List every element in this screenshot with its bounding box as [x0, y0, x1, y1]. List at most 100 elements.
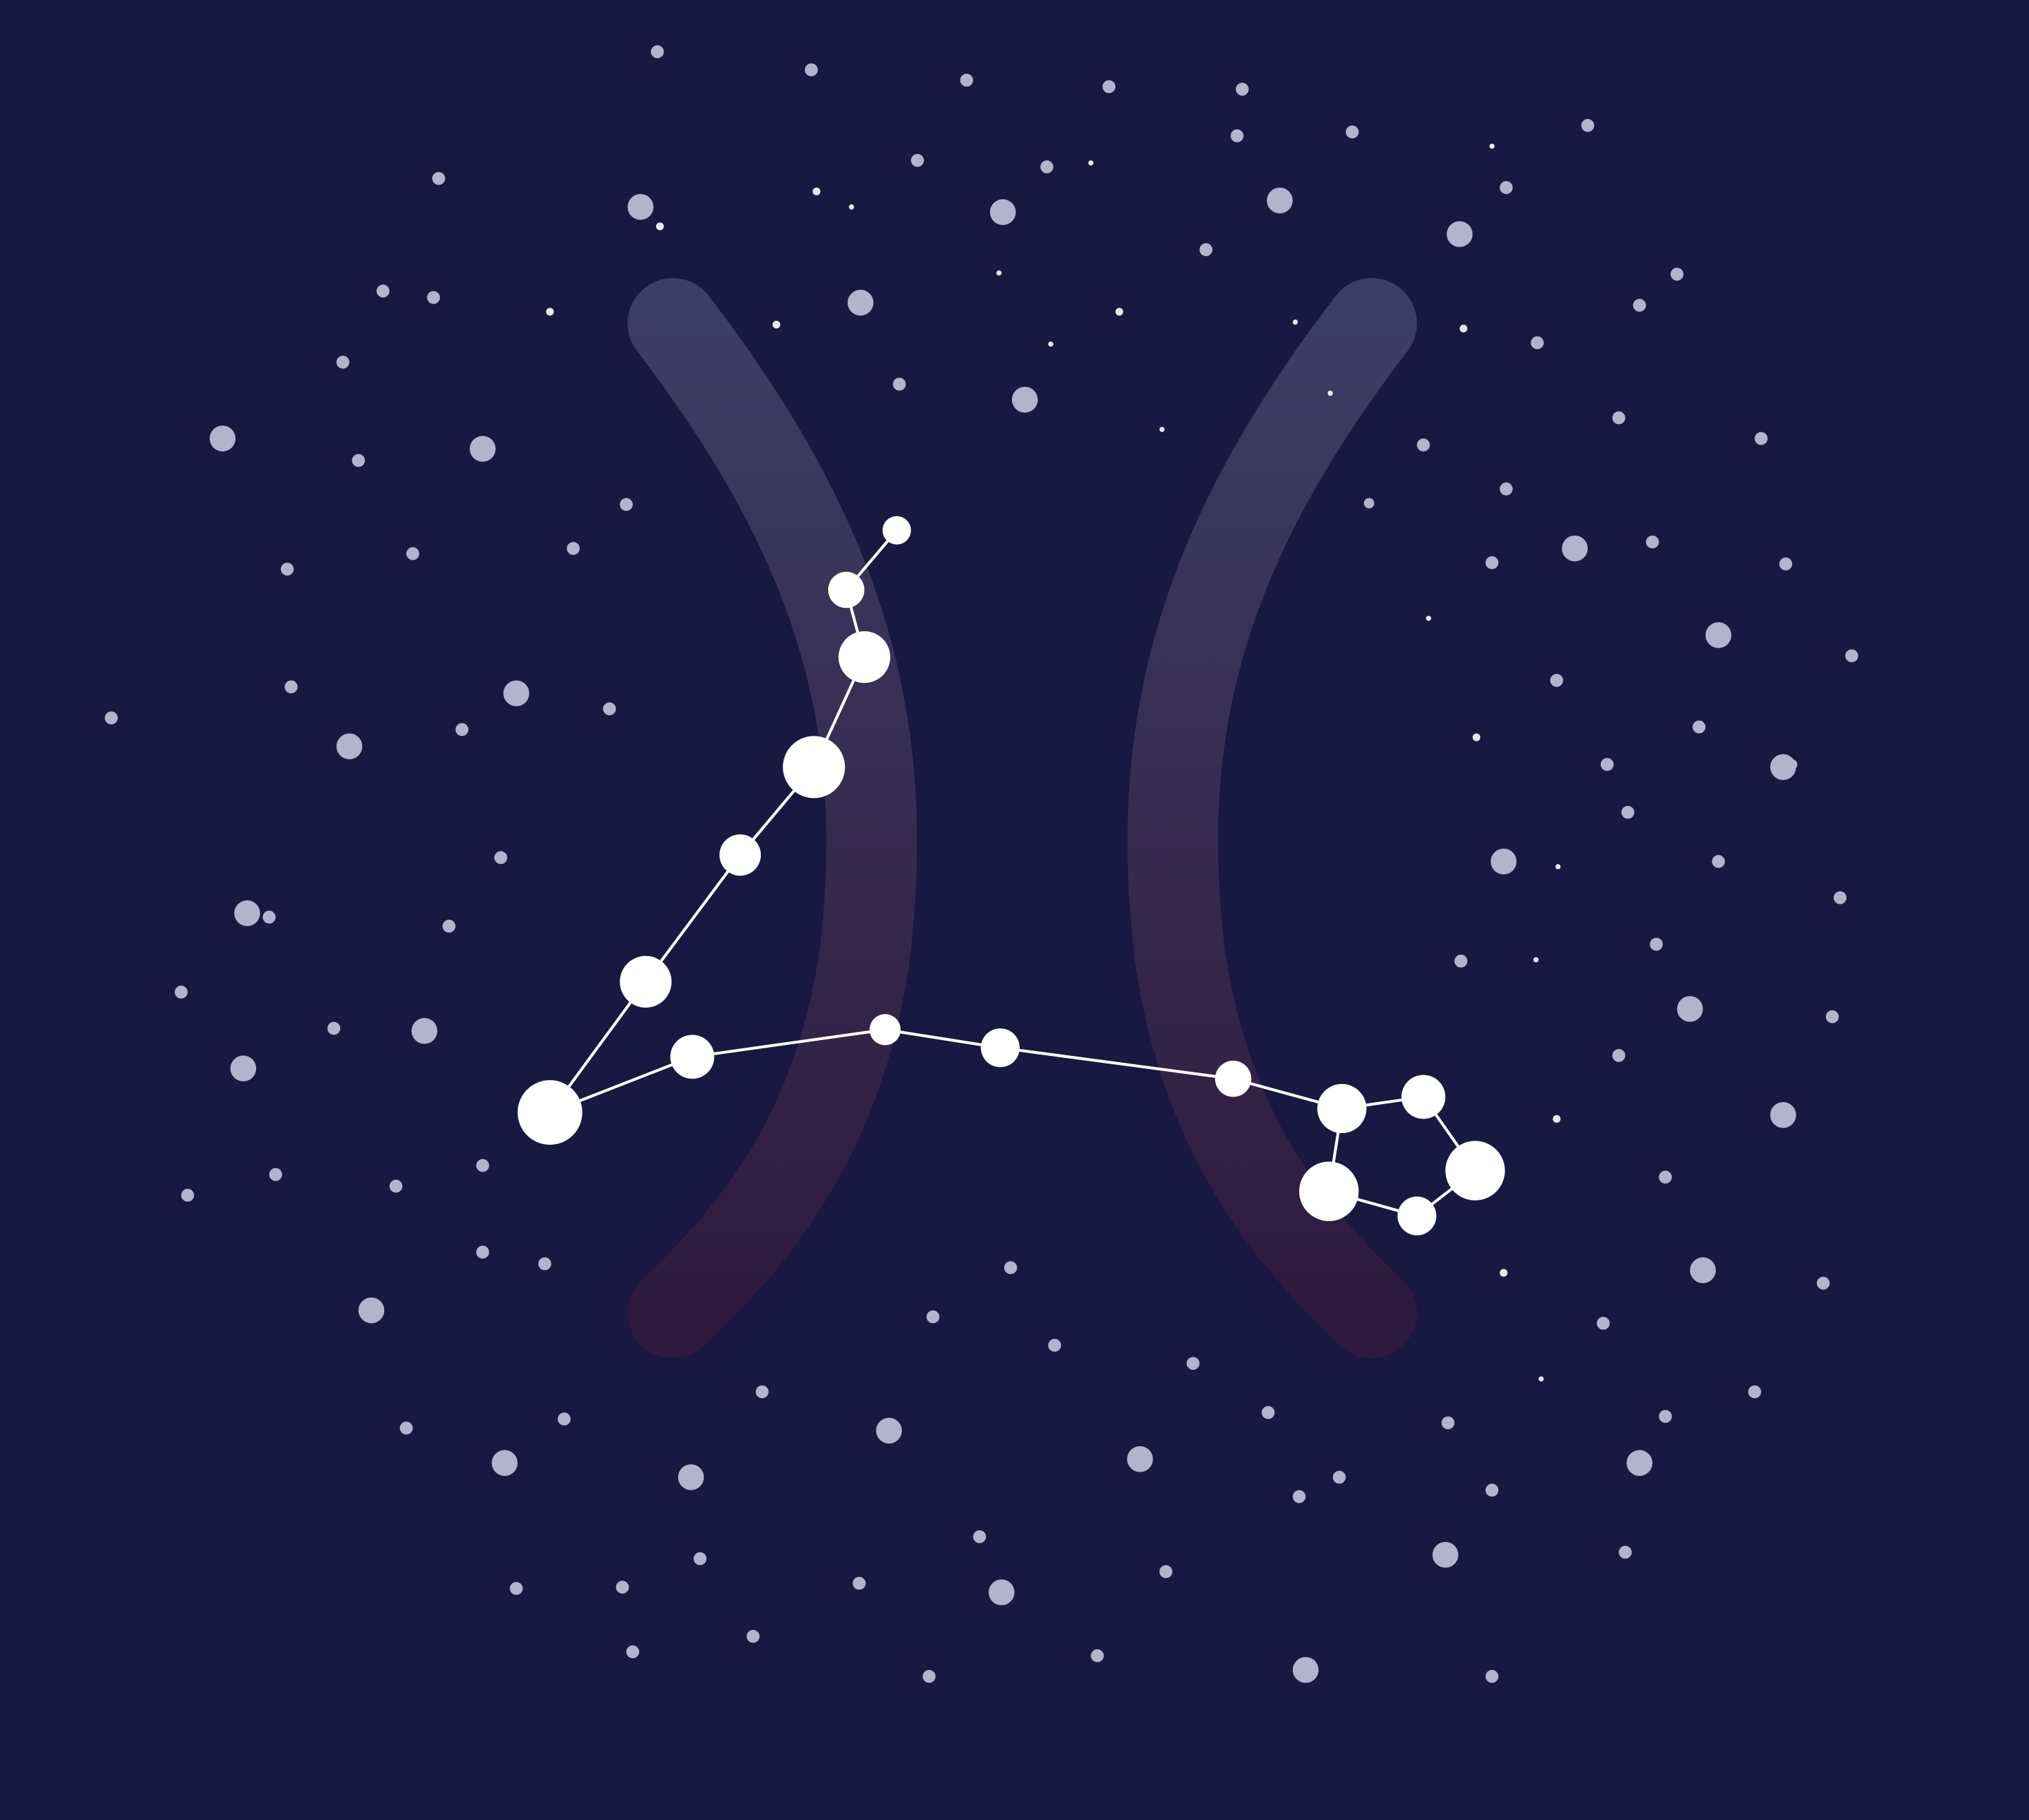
star-icon	[546, 308, 554, 316]
star-icon	[852, 1576, 866, 1590]
constellation-star-icon	[882, 516, 912, 545]
star-icon	[1754, 432, 1768, 445]
star-icon	[1491, 848, 1517, 875]
star-icon	[1553, 1114, 1561, 1123]
star-icon	[805, 63, 818, 76]
constellation-star-icon	[670, 1035, 715, 1079]
star-icon	[1102, 80, 1116, 94]
constellation-star-icon	[783, 736, 845, 798]
star-icon	[269, 1167, 282, 1181]
pisces-glyph-icon	[627, 278, 1420, 1359]
glyph-right-arc	[1127, 278, 1418, 1359]
star-icon	[1646, 535, 1659, 549]
star-icon	[1748, 1385, 1761, 1399]
star-icon	[655, 222, 664, 231]
star-icon	[399, 1421, 413, 1435]
star-icon	[1454, 954, 1468, 968]
star-icon	[1531, 336, 1544, 350]
star-icon	[1626, 1450, 1653, 1477]
star-icon	[923, 1670, 936, 1683]
constellation-star-icon	[1215, 1060, 1252, 1097]
star-icon	[1332, 1470, 1346, 1484]
star-icon	[470, 436, 496, 462]
star-icon	[476, 1158, 490, 1172]
star-icon	[755, 1385, 769, 1399]
star-icon	[1261, 1406, 1275, 1419]
star-icon	[558, 1412, 571, 1426]
star-icon	[1363, 498, 1374, 509]
star-icon	[538, 1257, 551, 1271]
star-icon	[1779, 557, 1793, 571]
star-icon	[620, 498, 633, 511]
constellation-star-icon	[719, 834, 761, 876]
star-icon	[336, 355, 350, 369]
constellation-star-icon	[1401, 1075, 1446, 1119]
star-icon	[567, 542, 580, 555]
star-icon	[602, 702, 616, 716]
star-icon	[1127, 1446, 1153, 1472]
star-icon	[1597, 1317, 1610, 1330]
star-icon	[336, 733, 363, 760]
star-icon	[358, 1297, 385, 1324]
star-icon	[1345, 125, 1359, 139]
star-icon	[1550, 674, 1564, 687]
star-icon	[1770, 1102, 1796, 1128]
star-icon	[1485, 556, 1499, 569]
star-icon	[494, 851, 507, 865]
star-icon	[772, 321, 781, 329]
star-icon	[1091, 1649, 1104, 1662]
star-icon	[1619, 1545, 1632, 1559]
star-icon	[1787, 759, 1798, 770]
star-icon	[1816, 1276, 1830, 1290]
star-icon	[503, 680, 529, 707]
star-icon	[1650, 938, 1663, 951]
star-icon	[627, 193, 654, 220]
star-icon	[1845, 649, 1858, 663]
star-icon	[280, 562, 294, 576]
star-icon	[209, 425, 236, 452]
star-icon	[1485, 1483, 1499, 1497]
star-icon	[1538, 1376, 1544, 1382]
star-icon	[1485, 1670, 1499, 1683]
star-icon	[1676, 995, 1703, 1022]
constellation-line	[644, 854, 742, 983]
star-icon	[960, 74, 974, 87]
star-icon	[1186, 1357, 1200, 1371]
star-icon	[1159, 1565, 1173, 1578]
star-icon	[1159, 427, 1165, 432]
constellation-star-icon	[1317, 1083, 1367, 1134]
star-icon	[1048, 1338, 1062, 1352]
star-icon	[1612, 411, 1626, 425]
star-icon	[1432, 1541, 1459, 1568]
star-icon	[376, 284, 390, 298]
star-icon	[848, 204, 854, 210]
constellation-line	[692, 1028, 885, 1059]
star-icon	[1266, 187, 1293, 214]
star-icon	[1472, 733, 1481, 741]
star-icon	[230, 1055, 257, 1081]
star-icon	[651, 45, 664, 59]
constellation-star-icon	[838, 631, 891, 684]
star-icon	[1600, 758, 1614, 771]
star-icon	[442, 920, 456, 933]
star-icon	[1555, 864, 1561, 869]
constellation-star-icon	[620, 955, 672, 1008]
star-icon	[284, 680, 298, 694]
star-icon	[677, 1464, 704, 1490]
star-icon	[812, 187, 821, 195]
constellation-star-icon	[980, 1028, 1020, 1068]
star-icon	[892, 377, 906, 391]
star-icon	[411, 1017, 438, 1044]
constellation-star-icon	[870, 1014, 901, 1046]
star-icon	[1500, 482, 1513, 496]
star-icon	[1327, 390, 1333, 396]
star-icon	[1004, 1261, 1018, 1274]
star-icon	[406, 547, 419, 560]
star-icon	[1292, 1657, 1319, 1683]
star-icon	[1533, 957, 1539, 963]
star-icon	[1833, 891, 1847, 904]
constellation-star-icon	[1397, 1196, 1437, 1236]
star-icon	[234, 900, 260, 927]
star-icon	[616, 1580, 629, 1594]
